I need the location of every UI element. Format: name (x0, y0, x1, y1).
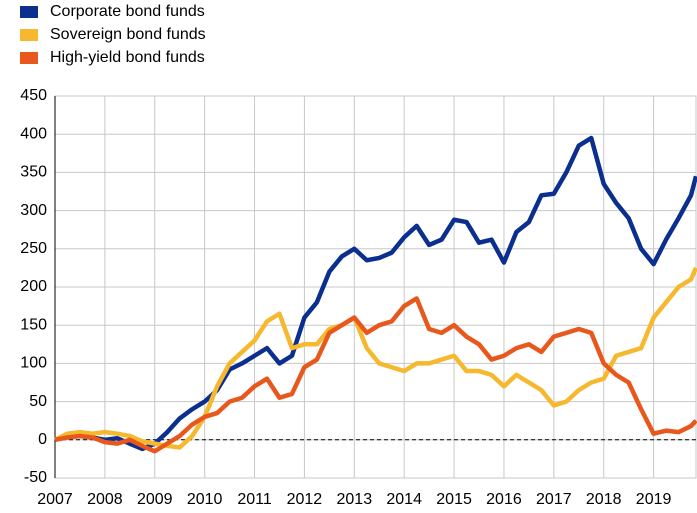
y-tick-label: 400 (20, 125, 47, 142)
x-tick-label: 2016 (486, 491, 522, 508)
y-tick-label: -50 (24, 469, 47, 486)
y-tick-label: 100 (20, 355, 47, 372)
x-tick-label: 2015 (436, 491, 472, 508)
x-tick-label: 2009 (137, 491, 173, 508)
y-tick-label: 0 (38, 431, 47, 448)
y-tick-label: 200 (20, 278, 47, 295)
x-tick-label: 2008 (87, 491, 123, 508)
x-tick-label: 2013 (337, 491, 373, 508)
x-tick-label: 2010 (187, 491, 223, 508)
legend-swatch (20, 52, 38, 64)
legend-label: Sovereign bond funds (50, 26, 206, 43)
y-tick-label: 250 (20, 240, 47, 257)
x-tick-label: 2018 (586, 491, 622, 508)
legend-label: High-yield bond funds (50, 49, 205, 66)
x-tick-label: 2012 (287, 491, 323, 508)
x-tick-label: 2011 (237, 491, 272, 508)
y-tick-label: 350 (20, 164, 47, 181)
y-tick-label: 450 (20, 87, 47, 104)
series-line (54, 296, 697, 454)
y-tick-label: 50 (29, 393, 47, 410)
x-tick-label: 2007 (37, 491, 73, 508)
legend-label: Corporate bond funds (50, 3, 205, 20)
y-tick-label: 300 (20, 202, 47, 219)
series-line (54, 135, 697, 452)
x-tick-label: 2019 (636, 491, 672, 508)
legend-swatch (20, 29, 38, 41)
x-tick-label: 2017 (536, 491, 572, 508)
y-tick-label: 150 (20, 316, 47, 333)
legend-swatch (20, 6, 38, 18)
x-tick-label: 2014 (386, 491, 422, 508)
